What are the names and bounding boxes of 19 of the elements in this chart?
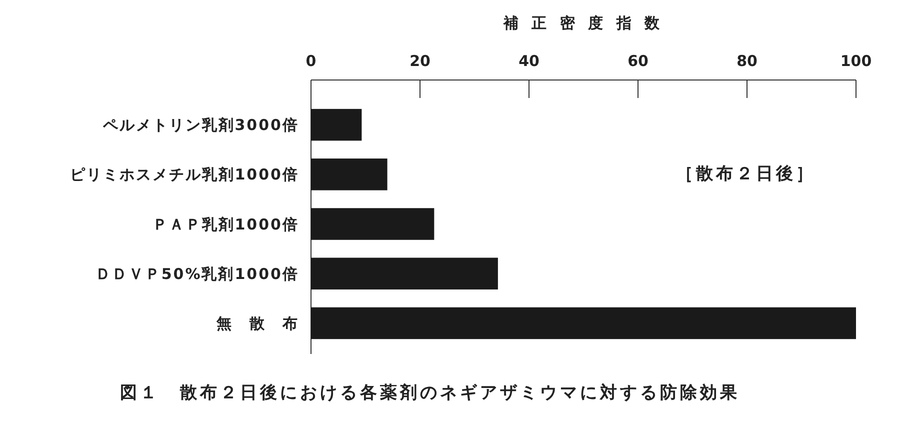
x-tick-label: 20 <box>410 52 430 70</box>
x-tick-label: 0 <box>306 52 316 70</box>
x-tick-label: 100 <box>840 52 872 70</box>
bar <box>311 258 498 290</box>
x-tick-label: 40 <box>518 52 540 70</box>
bar <box>311 158 388 190</box>
x-tick-label: 60 <box>628 52 648 70</box>
x-axis-title: 補 正 密 度 指 数 <box>502 14 664 32</box>
y-tick-label: ペルメトリン乳剤3000倍 <box>102 116 299 134</box>
bar <box>311 208 434 240</box>
bar <box>311 307 856 340</box>
y-tick-label: 無 散 布 <box>216 314 299 332</box>
bar <box>311 108 362 141</box>
y-tick-label: ピリミホスメチル乳剤1000倍 <box>70 166 299 184</box>
x-tick-label: 80 <box>736 52 758 70</box>
annotation: ［散布２日後］ <box>676 164 816 184</box>
y-tick-label: ＰＡＰ乳剤1000倍 <box>152 215 299 234</box>
y-tick-label: ＤＤＶＰ50%乳剤1000倍 <box>95 264 299 283</box>
text: 図１ 散布２日後における各薬剤のネギアザミウマに対する防除効果 <box>120 383 740 403</box>
